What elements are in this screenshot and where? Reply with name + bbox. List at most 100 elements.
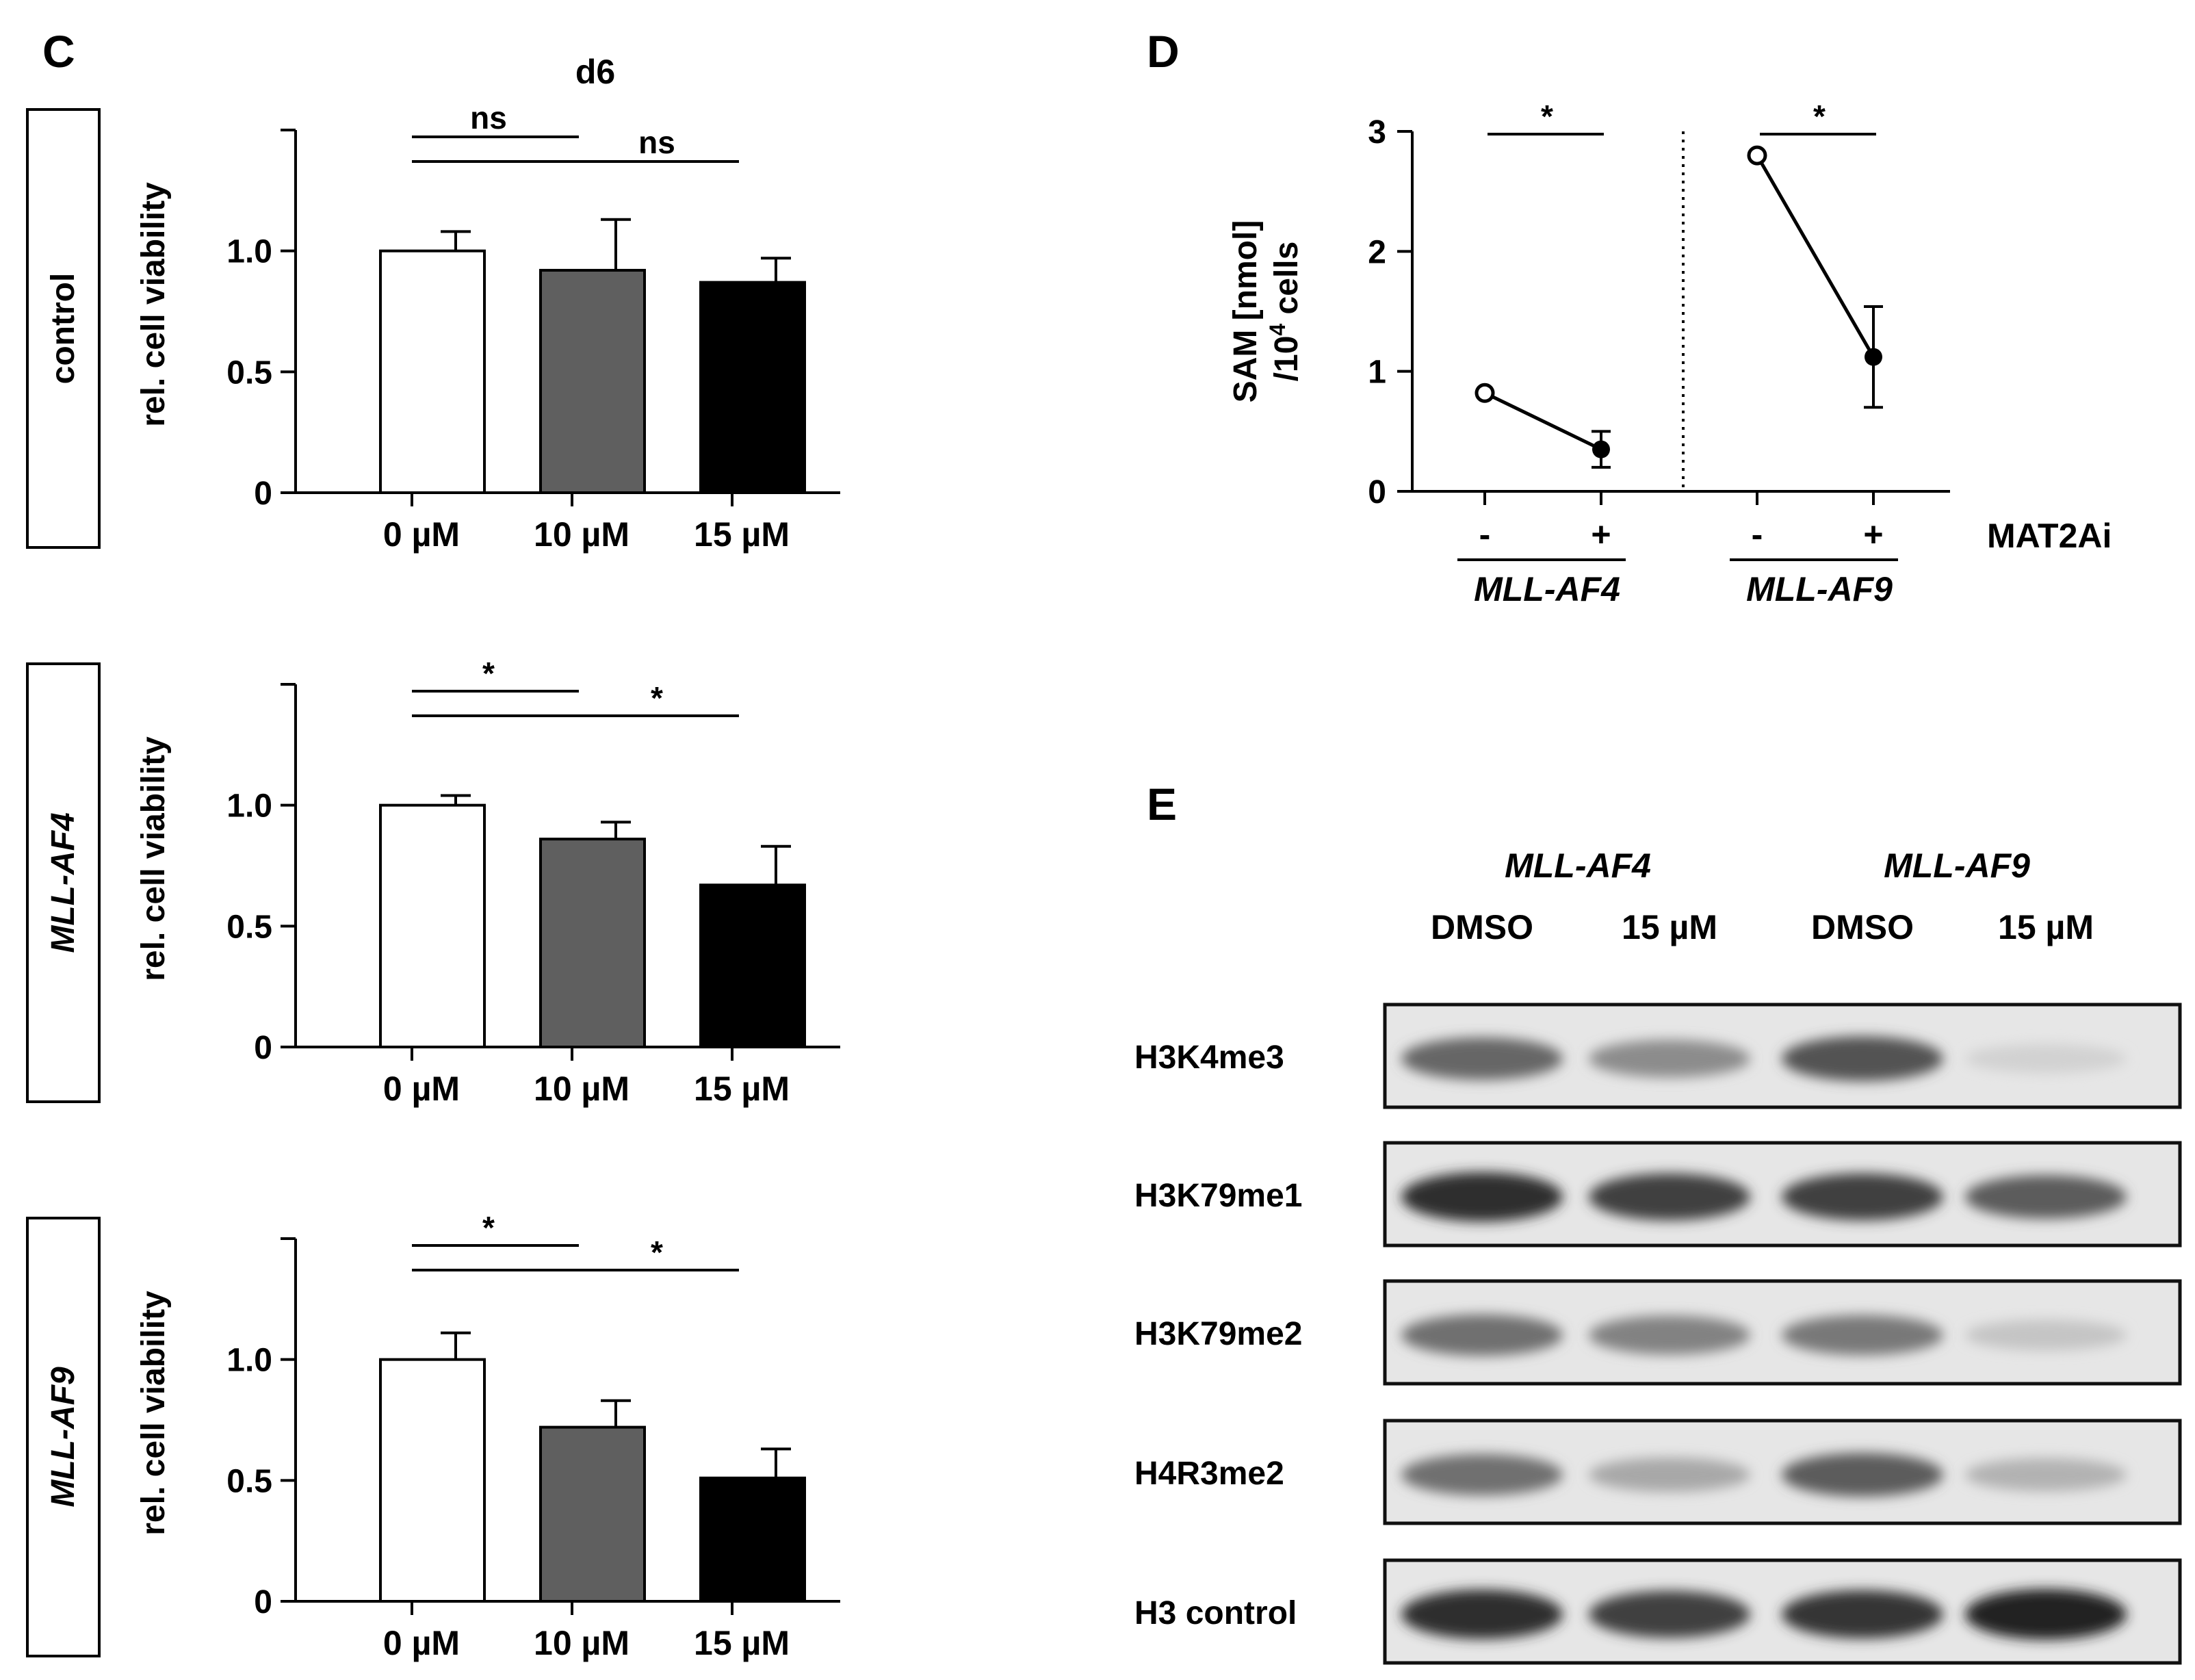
significance-label: * [482,656,495,691]
y-tick-label: 1.0 [226,788,272,825]
blot-lane-label: 15 µM [1998,908,2094,946]
blot-group-label: MLL-AF4 [1505,847,1651,885]
row-label-box [26,1217,101,1657]
blot-band [1782,1315,1943,1356]
row-label-box [26,662,101,1103]
blot-band [1589,1457,1750,1492]
bar-15-m [699,281,806,494]
blot-band [1401,1037,1563,1081]
blot-band [1589,1315,1750,1355]
row-label-box [26,108,101,549]
blot-band [1965,1044,2127,1074]
blot-lane-label: 15 µM [1622,908,1717,946]
x-tick-label: + [1591,515,1611,554]
blot-band [1401,1453,1563,1496]
significance-label: ns [470,100,507,135]
bar-10-m [539,1425,646,1603]
blot-band [1589,1173,1750,1221]
panel-letter-e: E [1147,779,1177,829]
significance-label: * [1541,99,1553,134]
y-axis-label: rel. cell viability [135,182,172,427]
blot-row-label: H3K79me1 [1134,1178,1302,1214]
group-label: MLL-AF4 [1474,570,1620,608]
x-tick-label: 10 µM [534,1624,629,1662]
x-tick-label: 15 µM [694,515,790,554]
bar-10-m [539,838,646,1048]
x-tick-label: - [1752,515,1763,554]
blot-band [1782,1590,1943,1639]
x-tick-label: 0 µM [383,515,460,554]
bar-0-m [379,1358,486,1603]
y-tick-label: 0 [254,1030,272,1066]
y-axis-label-superscript: 4 [1265,324,1290,336]
y-tick-label: 0.5 [226,1463,272,1499]
row-label: MLL-AF9 [45,1367,81,1508]
x-tick-label: - [1479,515,1491,554]
y-tick-label: 1 [1368,354,1386,391]
bar-chart-control: control rel. cell viability d6 0 0.5 1.0 0 µM 1… [26,53,840,554]
blot-row-label: H4R3me2 [1134,1456,1284,1492]
y-tick-label: 0 [254,1584,272,1620]
significance-label: * [1813,99,1826,134]
y-axis-label-suffix: cells [1269,242,1305,324]
row-label: control [45,273,81,385]
blot-band [1782,1036,1943,1081]
blot-band [1782,1453,1943,1497]
significance-label: * [482,1210,495,1245]
y-tick-label: 0.5 [226,909,272,945]
western-blot: MLL-AF4 MLL-AF9 DMSO 15 µM DMSO 15 µM H3K4me3 H… [1134,847,2182,1665]
blot-band [1401,1172,1563,1222]
blot-lane-label: DMSO [1811,908,1914,946]
row-label: MLL-AF4 [45,812,81,953]
y-tick-label: 1.0 [226,234,272,270]
bar-15-m [699,1476,806,1603]
data-point-treated [1865,348,1882,366]
x-tick-label: 10 µM [534,1070,629,1108]
y-tick-label: 0 [1368,474,1386,511]
y-tick-label: 0.5 [226,354,272,391]
bar-15-m [699,883,806,1049]
blot-band [1965,1458,2127,1492]
x-tick-label: + [1863,515,1883,554]
blot-lane-label: DMSO [1431,908,1533,946]
x-tick-label: 10 µM [534,515,629,554]
y-axis-label-line2: /104 cells [1265,242,1305,382]
series-line-mll-af4 [1483,391,1602,451]
significance-label: * [651,680,663,716]
blot-band [1965,1319,2127,1351]
sam-line-chart: 0 1 2 3 SAM [nmol]/104 cells - + MLL-AF4 * - + MLL-… [1228,99,2112,608]
blot-row-label: H3 control [1134,1595,1297,1631]
bar-chart-mll-af4: MLL-AF4 rel. cell viability 0 0.5 1.0 0 µM 10 … [26,656,840,1108]
y-axis-label: rel. cell viability [135,736,172,981]
blot-row-label: H3K79me2 [1134,1316,1302,1352]
x-tick-label: 15 µM [694,1624,790,1662]
x-tick-label: 0 µM [383,1624,460,1662]
treatment-label: MAT2Ai [1987,517,2112,555]
bar-0-m [379,803,486,1048]
chart-title: d6 [575,53,615,91]
blot-band [1401,1314,1563,1356]
y-axis-label-line1: SAM [nmol] [1228,220,1264,403]
blot-band [1589,1039,1750,1078]
data-point-untreated [1475,383,1495,403]
panel-letter-c: C [42,26,75,77]
bar-10-m [539,268,646,494]
y-tick-label: 0 [254,476,272,512]
blot-band [1782,1173,1943,1221]
y-tick-label: 2 [1368,234,1386,270]
blot-band [1401,1589,1563,1640]
blot-band [1965,1175,2127,1219]
panel-letter-d: D [1147,26,1180,77]
blot-group-label: MLL-AF9 [1884,847,2030,885]
significance-label: ns [638,125,675,160]
x-tick-label: 0 µM [383,1070,460,1108]
y-axis-label-prefix: /10 [1269,336,1305,382]
bar-chart-mll-af9: MLL-AF9 rel. cell viability 0 0.5 1.0 0 µM 10 … [26,1210,840,1662]
y-tick-label: 1.0 [226,1343,272,1379]
y-tick-label: 3 [1368,114,1386,151]
y-axis-label: rel. cell viability [135,1291,172,1536]
significance-label: * [651,1235,663,1270]
series-line-mll-af9 [1755,154,1875,358]
blot-band [1589,1590,1750,1638]
